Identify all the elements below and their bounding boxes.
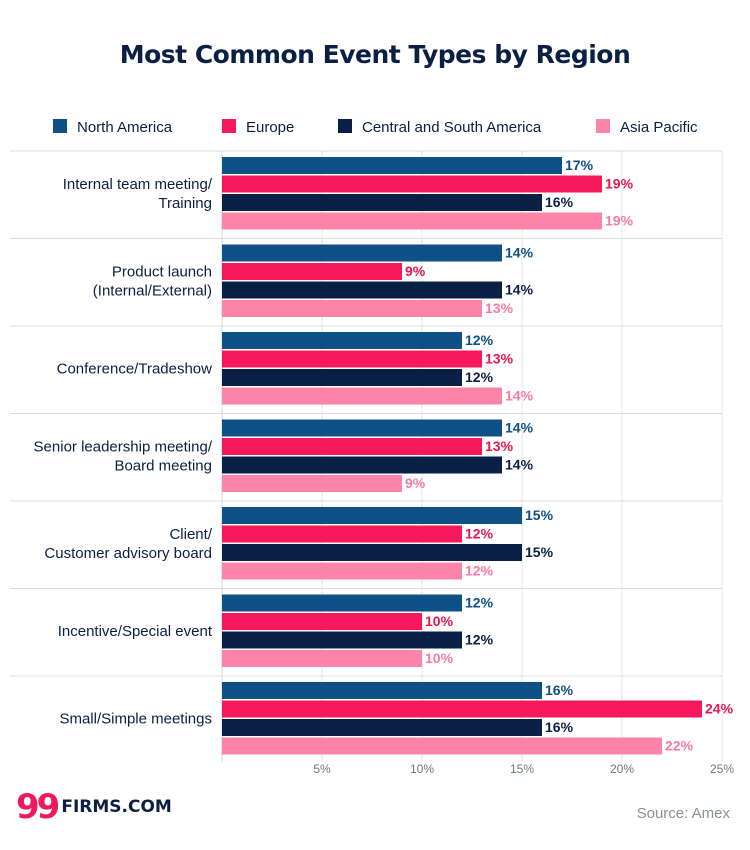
bar-value-label: 9% — [405, 263, 426, 279]
bar-value-label: 15% — [525, 507, 554, 523]
bar — [222, 613, 422, 630]
bar-value-label: 15% — [525, 544, 554, 560]
category-label: Conference/Tradeshow — [57, 360, 213, 377]
category-label-line: (Internal/External) — [93, 282, 212, 299]
bar — [222, 212, 602, 230]
bars: 17% 19% 16% 19% 14% 9% 14% 13% 12% 13% 12% 14% 14% 13… — [222, 157, 734, 755]
category-label-line: Small/Simple meetings — [59, 710, 212, 727]
x-axis-ticks: 5% 10% 15% 20% 25% — [313, 762, 734, 776]
bar-value-label: 13% — [485, 351, 514, 367]
legend-label: Asia Pacific — [620, 119, 698, 136]
x-tick-label: 10% — [410, 762, 434, 776]
bar — [222, 175, 602, 193]
bar — [222, 507, 522, 524]
category-label: Client/Customer advisory board — [44, 526, 212, 562]
bar-value-label: 12% — [465, 369, 494, 385]
legend-swatch — [222, 119, 236, 133]
legend-label: Europe — [246, 119, 294, 136]
bar-value-label: 19% — [605, 213, 634, 229]
bar — [222, 737, 662, 755]
category-label: Senior leadership meeting/Board meeting — [34, 438, 213, 474]
x-tick-label: 25% — [710, 762, 734, 776]
category-label: Small/Simple meetings — [59, 710, 212, 727]
category-label: Incentive/Special event — [58, 623, 213, 640]
bar — [222, 387, 502, 405]
bar-value-label: 12% — [465, 632, 494, 648]
bar — [222, 631, 462, 649]
category-label-line: Board meeting — [114, 457, 212, 474]
category-labels: Internal team meeting/Training Product la… — [34, 176, 213, 728]
brand-name: FIRMS.COM — [61, 796, 172, 817]
brand-mark: 99 — [16, 787, 60, 827]
chart-title: Most Common Event Types by Region — [119, 40, 631, 69]
bar — [222, 332, 462, 349]
legend-label: North America — [77, 119, 173, 136]
category-label-line: Conference/Tradeshow — [57, 360, 213, 377]
bar — [222, 525, 462, 543]
brand-logo: 99 FIRMS.COM — [16, 790, 172, 824]
bar — [222, 438, 482, 455]
legend-label: Central and South America — [362, 119, 542, 136]
bar — [222, 281, 502, 299]
category-label-line: Training — [158, 195, 212, 212]
bar — [222, 157, 562, 174]
bar-value-label: 14% — [505, 457, 534, 473]
bar — [222, 194, 542, 211]
category-label-line: Senior leadership meeting/ — [34, 438, 213, 455]
group-separators — [10, 150, 722, 677]
bar-value-label: 10% — [425, 613, 454, 629]
bar-value-label: 13% — [485, 438, 514, 454]
bar — [222, 719, 542, 736]
legend-swatch — [596, 119, 610, 133]
category-label-line: Incentive/Special event — [58, 623, 213, 640]
bar-value-label: 12% — [465, 595, 494, 611]
legend-swatch — [53, 119, 67, 133]
bar — [222, 369, 462, 386]
bar-value-label: 17% — [565, 157, 594, 173]
bar — [222, 244, 502, 262]
category-label-line: Client/ — [169, 526, 212, 543]
bar — [222, 682, 542, 699]
bar — [222, 594, 462, 612]
bar-value-label: 19% — [605, 176, 634, 192]
x-tick-label: 5% — [313, 762, 331, 776]
category-label-line: Customer advisory board — [44, 545, 212, 562]
bar-value-label: 16% — [545, 194, 574, 210]
bar — [222, 263, 402, 280]
bar-value-label: 14% — [505, 245, 534, 261]
bar-value-label: 12% — [465, 332, 494, 348]
bar — [222, 350, 482, 368]
bar — [222, 475, 402, 492]
bar-value-label: 24% — [705, 701, 734, 717]
bar-value-label: 16% — [545, 719, 574, 735]
bar-value-label: 12% — [465, 563, 494, 579]
category-label-line: Internal team meeting/ — [63, 176, 213, 193]
bar-value-label: 14% — [505, 420, 534, 436]
bar — [222, 300, 482, 317]
x-tick-label: 15% — [510, 762, 534, 776]
category-label-line: Product launch — [112, 263, 212, 280]
bar — [222, 562, 462, 580]
category-label: Internal team meeting/Training — [63, 176, 213, 212]
bar-value-label: 12% — [465, 526, 494, 542]
bar-value-label: 9% — [405, 475, 426, 491]
bar-value-label: 13% — [485, 300, 514, 316]
bar-value-label: 14% — [505, 282, 534, 298]
legend-swatch — [338, 119, 352, 133]
bar — [222, 456, 502, 474]
category-label: Product launch (Internal/External) — [93, 263, 212, 299]
bar — [222, 544, 522, 561]
source-note: Source: Amex — [636, 805, 730, 822]
legend: North America Europe Central and South Ame… — [53, 119, 698, 136]
bar — [222, 700, 702, 718]
bar-value-label: 16% — [545, 682, 574, 698]
bar-value-label: 10% — [425, 650, 454, 666]
bar-value-label: 14% — [505, 388, 534, 404]
x-tick-label: 20% — [610, 762, 634, 776]
bar-value-label: 22% — [665, 738, 694, 754]
bar — [222, 650, 422, 667]
bar — [222, 419, 502, 437]
